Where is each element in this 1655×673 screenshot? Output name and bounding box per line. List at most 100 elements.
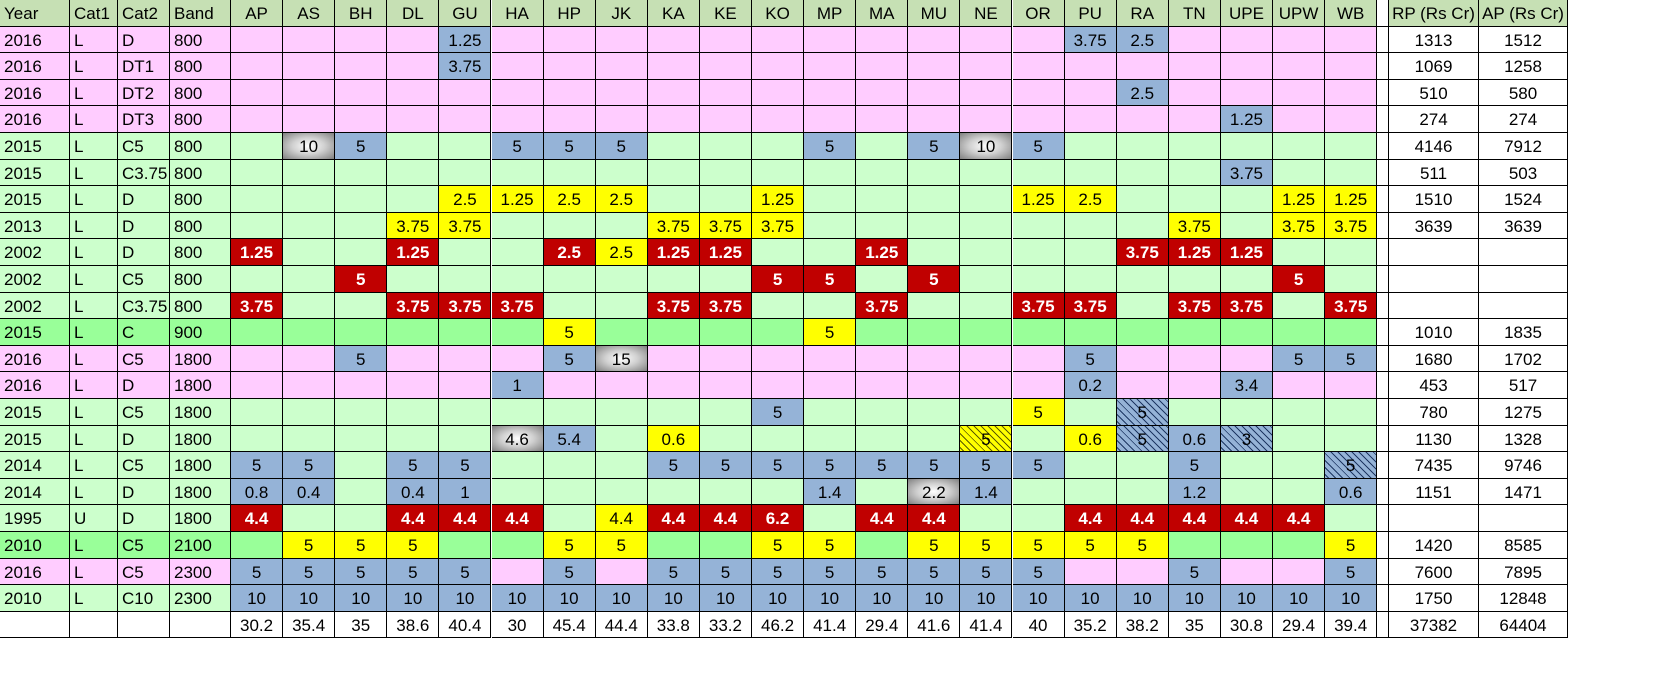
cell-dl[interactable]: 5 [387,558,440,586]
cell-ap[interactable]: 1275 [1479,399,1568,426]
cell-as[interactable]: 5 [283,558,336,586]
cell-bh[interactable] [335,26,388,54]
cell-tn[interactable]: 1.2 [1168,478,1221,506]
cell-ne[interactable] [960,186,1013,213]
cell-year[interactable]: 2015 [0,159,70,187]
cell-ne[interactable] [960,239,1013,266]
cell-jk[interactable] [595,26,648,54]
header-state-gu[interactable]: GU [439,0,492,27]
cell-dl[interactable]: 5 [387,452,440,479]
totals-blank[interactable] [70,611,118,639]
cell-ha[interactable]: 1 [491,372,544,399]
cell-cat1[interactable]: L [70,239,118,266]
cell-ka[interactable] [647,186,700,213]
cell-rp[interactable]: 511 [1389,159,1479,187]
cell-bh[interactable] [335,478,388,506]
cell-jk[interactable] [595,266,648,293]
cell-ke[interactable]: 3.75 [699,292,752,320]
cell-band[interactable]: 800 [170,26,231,54]
cell-year[interactable]: 2016 [0,558,70,586]
cell-ko[interactable]: 5 [752,399,805,426]
cell-ko[interactable] [752,425,805,453]
cell-band[interactable]: 800 [170,239,231,266]
cell-ap[interactable]: 7912 [1479,133,1568,160]
cell-mp[interactable]: 5 [804,532,857,559]
cell-rp[interactable]: 1313 [1389,26,1479,54]
header-state-tn[interactable]: TN [1168,0,1221,27]
cell-upe[interactable]: 4.4 [1220,505,1273,532]
cell-rp[interactable] [1389,292,1479,320]
cell-hp[interactable] [543,26,596,54]
cell-ra[interactable]: 10 [1116,585,1169,612]
header-state-ne[interactable]: NE [960,0,1013,27]
cell-upe[interactable] [1220,186,1273,213]
cell-ha[interactable] [491,239,544,266]
cell-bh[interactable] [335,505,388,532]
cell-rp[interactable]: 7435 [1389,452,1479,479]
cell-rp[interactable]: 274 [1389,106,1479,133]
cell-ha[interactable]: 1.25 [491,186,544,213]
cell-year[interactable]: 2016 [0,345,70,373]
cell-tn[interactable]: 4.4 [1168,505,1221,532]
cell-rp[interactable]: 1420 [1389,532,1479,559]
header-state-hp[interactable]: HP [543,0,596,27]
cell-cat1[interactable]: L [70,372,118,399]
cell-ra[interactable]: 2.5 [1116,26,1169,54]
cell-tn[interactable] [1168,186,1221,213]
cell-ne[interactable] [960,319,1013,346]
cell-upw[interactable] [1273,425,1326,453]
cell-as[interactable] [283,319,336,346]
cell-ha[interactable] [491,53,544,80]
header-state-ke[interactable]: KE [699,0,752,27]
cell-mp[interactable] [804,186,857,213]
cell-upe[interactable] [1220,266,1273,293]
cell-mu[interactable]: 5 [908,532,961,559]
cell-upe[interactable] [1220,558,1273,586]
cell-ha[interactable] [491,399,544,426]
cell-ap[interactable]: 1512 [1479,26,1568,54]
cell-upe[interactable] [1220,532,1273,559]
cell-mu[interactable]: 5 [908,133,961,160]
cell-dl[interactable]: 5 [387,532,440,559]
cell-dl[interactable] [387,53,440,80]
cell-upw[interactable] [1273,452,1326,479]
cell-ko[interactable] [752,478,805,506]
cell-jk[interactable] [595,558,648,586]
header-cat2[interactable]: Cat2 [118,0,170,27]
cell-mu[interactable]: 5 [908,266,961,293]
cell-ko[interactable]: 5 [752,558,805,586]
total-upe[interactable]: 30.8 [1220,611,1273,639]
cell-ko[interactable]: 5 [752,452,805,479]
total-ap[interactable]: 30.2 [231,611,284,639]
cell-cat2[interactable]: C10 [118,585,170,612]
cell-wb[interactable]: 5 [1325,345,1378,373]
totals-blank[interactable] [118,611,170,639]
cell-ma[interactable]: 3.75 [856,292,909,320]
cell-ke[interactable] [699,159,752,187]
cell-ma[interactable]: 1.25 [856,239,909,266]
cell-as[interactable]: 5 [283,452,336,479]
cell-as[interactable] [283,425,336,453]
cell-ne[interactable] [960,505,1013,532]
cell-ap[interactable]: 5 [231,452,284,479]
cell-tn[interactable] [1168,79,1221,107]
cell-gu[interactable] [439,319,492,346]
cell-cat1[interactable]: L [70,345,118,373]
cell-gu[interactable]: 3.75 [439,212,492,240]
cell-cat1[interactable]: L [70,133,118,160]
cell-bh[interactable] [335,452,388,479]
cell-rp[interactable]: 453 [1389,372,1479,399]
cell-or[interactable] [1012,372,1065,399]
cell-ko[interactable] [752,292,805,320]
cell-ka[interactable] [647,79,700,107]
cell-band[interactable]: 1800 [170,452,231,479]
cell-wb[interactable] [1325,106,1378,133]
cell-mp[interactable] [804,239,857,266]
cell-ap[interactable] [231,159,284,187]
cell-as[interactable]: 10 [283,133,336,160]
cell-or[interactable] [1012,425,1065,453]
cell-ap[interactable] [1479,292,1568,320]
cell-ra[interactable]: 2.5 [1116,79,1169,107]
cell-wb[interactable]: 10 [1325,585,1378,612]
cell-bh[interactable] [335,53,388,80]
